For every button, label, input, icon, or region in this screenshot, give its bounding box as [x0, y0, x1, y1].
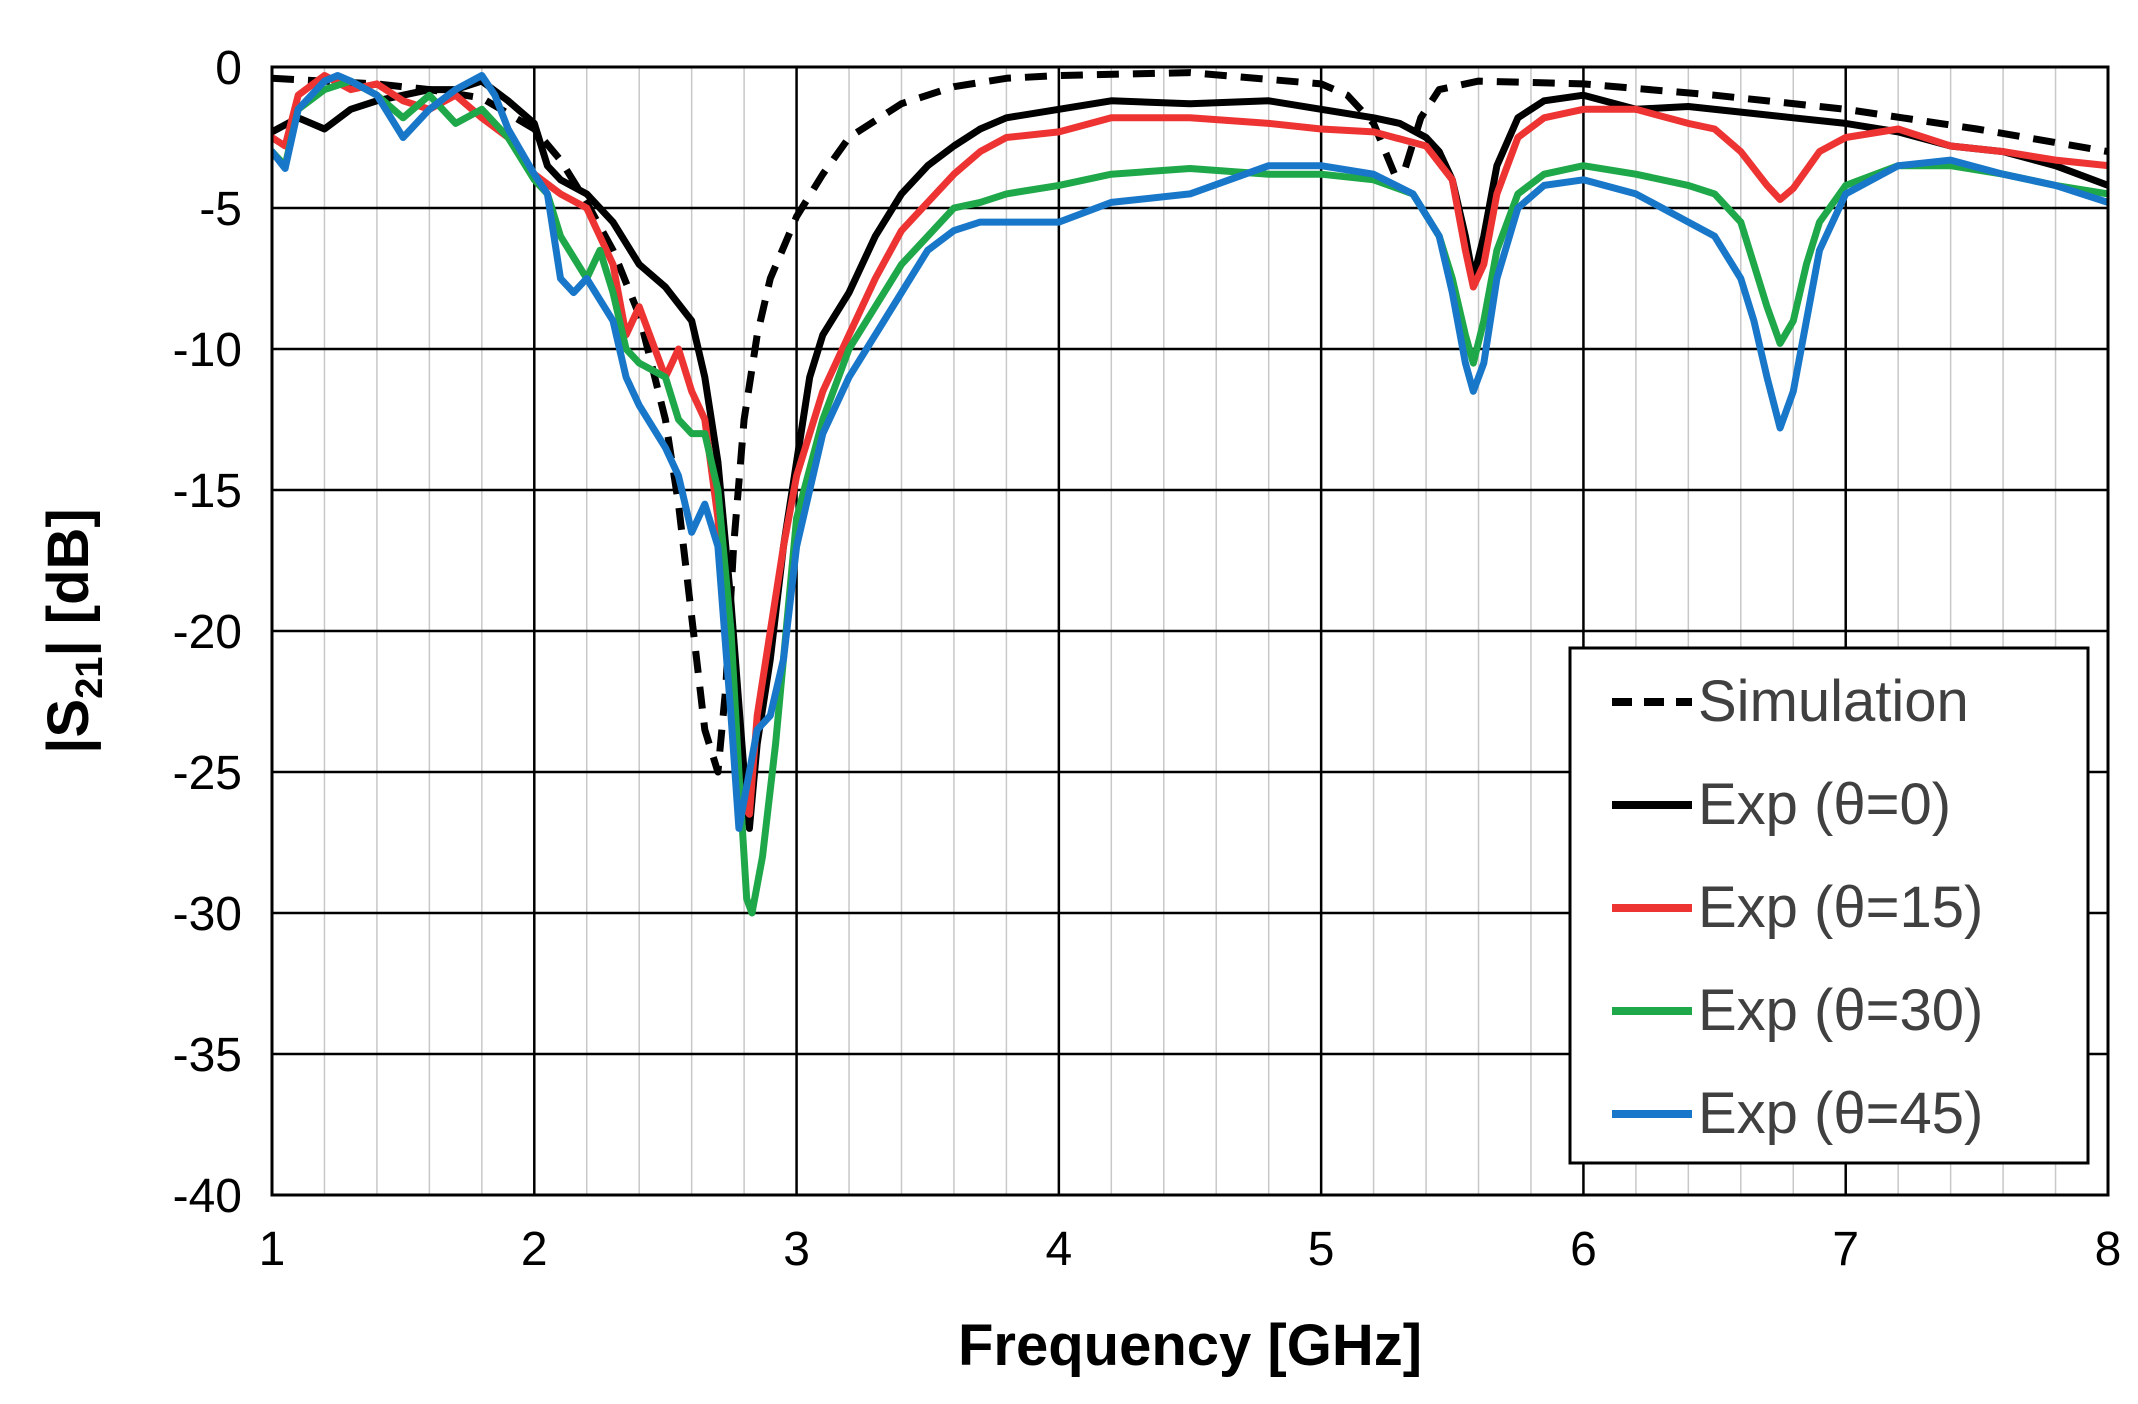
x-tick-label: 2 — [521, 1223, 548, 1276]
y-tick-label: -35 — [173, 1029, 242, 1082]
legend-label: Exp (θ=15) — [1698, 875, 1983, 940]
y-tick-label: -25 — [173, 747, 242, 800]
y-axis-title-prefix: |S — [36, 699, 101, 754]
y-tick-label: -5 — [199, 183, 242, 236]
legend-label: Exp (θ=0) — [1698, 772, 1951, 837]
y-tick-label: -15 — [173, 465, 242, 518]
y-tick-label: -20 — [173, 606, 242, 659]
y-tick-label: -40 — [173, 1170, 242, 1223]
y-axis-title-subscript: 21 — [69, 657, 111, 699]
y-tick-label: 0 — [215, 42, 242, 95]
x-tick-label: 1 — [259, 1223, 286, 1276]
legend-label: Exp (θ=30) — [1698, 978, 1983, 1043]
series-lines — [272, 69, 2108, 917]
x-tick-label: 7 — [1832, 1223, 1859, 1276]
x-tick-labels: 1 2 3 4 5 6 7 8 — [259, 1223, 2122, 1276]
y-tick-label: -10 — [173, 324, 242, 377]
x-tick-label: 4 — [1046, 1223, 1073, 1276]
series-line — [272, 77, 2108, 832]
plot-area-frame — [270, 65, 2110, 1197]
x-tick-label: 6 — [1570, 1223, 1597, 1276]
x-tick-label: 5 — [1308, 1223, 1335, 1276]
x-axis-title: Frequency [GHz] — [958, 1313, 1422, 1378]
x-tick-label: 3 — [783, 1223, 810, 1276]
series-line — [272, 72, 2108, 832]
legend-label: Simulation — [1698, 669, 1969, 734]
legend: Simulation Exp (θ=0) Exp (θ=15) Exp (θ=30) E… — [1568, 646, 2090, 1165]
y-axis-title: |S21| [dB] — [36, 508, 111, 754]
y-tick-labels: 0 -5 -10 -15 -20 -25 -30 -35 -40 — [173, 42, 242, 1223]
y-axis-title-suffix: | [dB] — [36, 508, 101, 656]
x-tick-label: 8 — [2095, 1223, 2122, 1276]
legend-label: Exp (θ=45) — [1698, 1081, 1983, 1146]
y-tick-label: -30 — [173, 888, 242, 941]
